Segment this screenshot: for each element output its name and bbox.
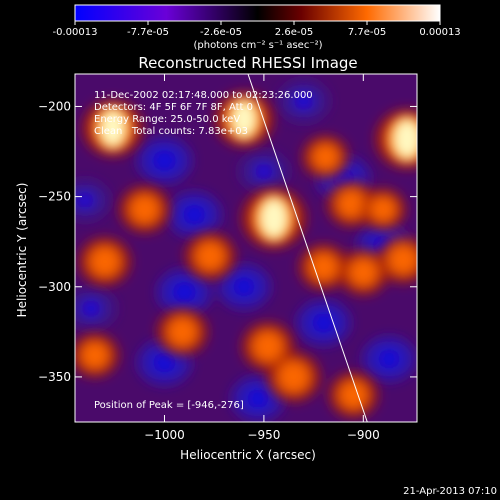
heatmap-cold-core [152,352,177,373]
x-axis-label: Heliocentric X (arcsec) [180,448,316,462]
x-axis-ticks [163,74,364,422]
annotation-energy: Energy Range: 25.0-50.0 keV [94,114,240,125]
heatmap-cold-core [232,277,256,297]
heatmap-hot-spot-mid [195,241,226,272]
heatmap-hot-spot-mid [80,341,109,370]
heatmap-hot-spot-mid [89,246,121,278]
colorbar-ticks [74,21,441,25]
heatmap-plot [75,74,417,422]
plot-frame [74,73,418,423]
heatmap-hot-core [97,107,128,149]
heatmap-cold-core [311,313,336,333]
colorbar-tick-label: 0.00013 [419,27,460,38]
heatmap-hot-spot-mid [309,252,339,282]
heatmap-cold-core [81,300,101,317]
y-tick-label: −300 [38,280,71,294]
heatmap-cold-core [246,389,270,408]
colorbar-units: (photons cm⁻² s⁻¹ asec⁻²) [193,40,322,51]
solar-limb-line [247,74,368,422]
colorbar-tick-label: -0.00013 [53,27,98,38]
heatmap-cold-core [182,204,206,225]
heatmap-hot-spot-mid [336,189,366,219]
y-tick-label: −200 [38,99,71,113]
annotation-block: 11-Dec-2002 02:17:48.000 to 02:23:26.000… [94,90,313,137]
heatmap-cold-core [293,92,314,110]
heatmap-hot-spot-mid [370,196,397,223]
colorbar-tick-labels: -0.00013 -7.7e-05 -2.6e-05 2.6e-05 7.7e-05 0.… [53,27,461,38]
heatmap-hot-spot-mid [348,257,378,287]
heatmap-hot-core [391,117,417,161]
heatmap-cold-core [152,150,177,171]
colorbar [74,4,441,22]
x-tick-label: −950 [247,428,280,442]
heatmap-hot-spot-mid [312,143,340,171]
colorbar-tick-label: 7.7e-05 [348,27,386,38]
heatmap-cold-core [254,163,274,180]
y-axis-label: Heliocentric Y (arcsec) [15,183,29,318]
y-axis-tick-labels: −350 −300 −250 −200 [38,99,71,383]
chart-title: Reconstructed RHESSI Image [138,54,357,72]
y-tick-label: −350 [38,370,71,384]
heatmap-hot-spot-mid [338,380,368,410]
peak-position-label: Position of Peak = [-946,-276] [94,400,244,411]
colorbar-tick-label: -2.6e-05 [200,27,242,38]
heatmap-hot-core [257,196,290,241]
annotation-detectors: Detectors: 4F 5F 6F 7F 8F, Att 0 [94,102,253,113]
x-axis-tick-labels: −1000 −950 −900 [144,428,380,442]
x-tick-label: −900 [347,428,380,442]
heatmap-hot-spot-mid [388,244,417,275]
colorbar-tick-label: 2.6e-05 [275,27,313,38]
timestamp: 21-Apr-2013 07:10 [403,486,497,497]
annotation-time: 11-Dec-2002 02:17:48.000 to 02:23:26.000 [94,90,313,101]
heatmap-hot-core [229,99,259,140]
heatmap-cold-core [377,349,401,369]
y-axis-ticks [75,105,417,378]
colorbar-tick-label: -7.7e-05 [127,27,169,38]
heatmap-cold-core [75,192,95,209]
heatmap-hot-spot-mid [167,316,198,347]
heatmap-hot-spot-mid [277,360,310,393]
annotation-counts: Clean Total counts: 7.83e+03 [94,126,248,137]
y-tick-label: −250 [38,190,71,204]
heatmap-cold-core [172,281,197,303]
heatmap-hot-spot-mid [252,330,284,362]
heatmap-hot-spot-mid [129,194,160,225]
x-tick-label: −1000 [144,428,185,442]
